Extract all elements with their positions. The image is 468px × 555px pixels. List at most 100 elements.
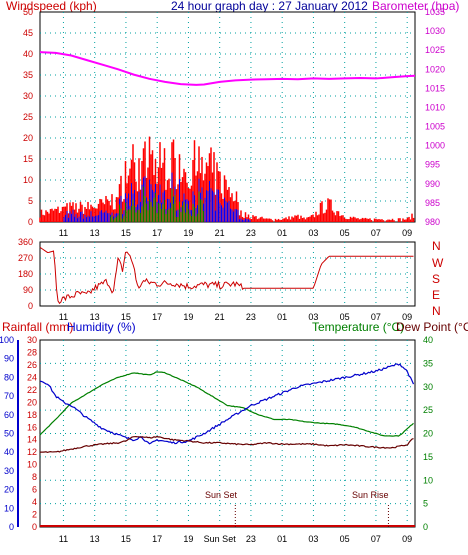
compass-w: W [432, 256, 444, 270]
dewpoint-label: Dew Point (°C) [396, 320, 468, 334]
direction-xtick-label: 05 [340, 312, 350, 322]
temp-ytick-label: 10 [423, 475, 433, 485]
temperature-label: Temperature (°C) [312, 320, 404, 334]
temp-ytick-label: 5 [423, 499, 428, 509]
direction-line [39, 246, 414, 305]
wind-xtick-label: 17 [152, 228, 162, 238]
humidity-ytick-label: 14 [27, 435, 37, 445]
direction-panel-frame [39, 241, 416, 307]
barometer-ytick-label: 1030 [425, 26, 445, 36]
wind-xtick-label: 07 [371, 228, 381, 238]
series-humidity-line [39, 363, 415, 445]
direction-ytick-label: 360 [18, 237, 33, 247]
temp-ytick-label: 30 [423, 382, 433, 392]
wind-ytick-label: 30 [23, 91, 33, 101]
wind-xtick-label: 09 [402, 228, 412, 238]
humidity-ytick-label: 22 [27, 385, 37, 395]
wind-xtick-label: 23 [246, 228, 256, 238]
direction-xtick-label: 11 [59, 312, 68, 322]
rain-ytick-label: 90 [4, 354, 14, 364]
series-dew-point-line [39, 435, 414, 454]
rain-ytick-label: 60 [4, 410, 14, 420]
rain-ytick-label: 70 [4, 391, 14, 401]
wind-xtick-label: 19 [183, 228, 193, 238]
direction-xtick-label: 19 [183, 312, 193, 322]
temp-xtick-label: 19 [183, 534, 193, 544]
temp-xtick-label: 17 [152, 534, 162, 544]
temp-xtick-label: 15 [121, 534, 131, 544]
temp-xtick-label: 13 [90, 534, 100, 544]
wind-xtick-label: 21 [215, 228, 225, 238]
humidity-ytick-label: 28 [27, 347, 37, 357]
barometer-ytick-label: 1005 [425, 122, 445, 132]
barometer-ytick-label: 995 [425, 160, 440, 170]
temp-ytick-label: 15 [423, 452, 433, 462]
compass-s: S [432, 272, 440, 286]
wind-xtick-label: 13 [90, 228, 100, 238]
wind-ytick-label: 15 [23, 154, 33, 164]
direction-xtick-label: 03 [308, 312, 318, 322]
rain-ytick-label: 100 [0, 335, 14, 345]
barometer-ytick-label: 985 [425, 198, 440, 208]
barometer-ytick-label: 1015 [425, 83, 445, 93]
sunrise-annotation: Sun Rise [352, 490, 389, 500]
barometer-ytick-label: 1010 [425, 102, 445, 112]
direction-ytick-label: 270 [18, 253, 33, 263]
barometer-ytick-label: 1000 [425, 141, 445, 151]
temp-ytick-label: 20 [423, 429, 433, 439]
rain-ytick-label: 10 [4, 503, 14, 513]
wind-xtick-label: 15 [121, 228, 131, 238]
barometer-ytick-label: 1020 [425, 64, 445, 74]
barometer-ytick-label: 990 [425, 179, 440, 189]
temp-ytick-label: 35 [423, 358, 433, 368]
humidity-label: Humidity (%) [67, 320, 136, 334]
direction-xtick-label: 09 [402, 312, 412, 322]
wind-ytick-label: 50 [23, 7, 33, 17]
temp-xtick-label: 11 [59, 534, 68, 544]
compass-n-top: N [432, 239, 441, 253]
compass-n-bottom: N [432, 304, 441, 318]
direction-ytick-label: 90 [23, 285, 33, 295]
direction-xtick-label: 07 [371, 312, 381, 322]
temp-xtick-label: 03 [308, 534, 318, 544]
rainfall-label: Rainfall (mm) [2, 320, 73, 334]
wind-ytick-label: 20 [23, 133, 33, 143]
humidity-ytick-label: 8 [32, 472, 37, 482]
rain-ytick-label: 50 [4, 429, 14, 439]
rain-ytick-label: 40 [4, 447, 14, 457]
direction-xtick-label: 13 [90, 312, 100, 322]
compass-e: E [432, 288, 440, 302]
temp-ytick-label: 25 [423, 405, 433, 415]
rain-ytick-label: 0 [9, 522, 14, 532]
direction-xtick-label: 01 [277, 312, 287, 322]
wind-xtick-label: 05 [340, 228, 350, 238]
temp-xtick-label: 09 [402, 534, 412, 544]
page-title: 24 hour graph day : 27 January 2012 [171, 0, 368, 13]
temp-xtick-label: Sun Set [204, 534, 237, 544]
direction-xtick-label: 15 [121, 312, 131, 322]
rain-ytick-label: 80 [4, 372, 14, 382]
temp-xtick-label: 05 [340, 534, 350, 544]
humidity-ytick-label: 16 [27, 422, 37, 432]
barometer-ytick-label: 1025 [425, 45, 445, 55]
humidity-ytick-label: 0 [32, 522, 37, 532]
direction-xtick-label: 21 [215, 312, 225, 322]
wind-ytick-label: 35 [23, 70, 33, 80]
barometer-line [39, 51, 416, 86]
direction-ytick-label: 180 [18, 269, 33, 279]
humidity-ytick-label: 24 [27, 372, 37, 382]
humidity-ytick-label: 18 [27, 410, 37, 420]
wind-ytick-label: 10 [23, 175, 33, 185]
windspeed-label: Windspeed (kph) [6, 0, 97, 13]
humidity-ytick-label: 30 [27, 335, 37, 345]
wind-ytick-label: 0 [28, 217, 33, 227]
wind-xtick-label: 11 [59, 228, 68, 238]
humidity-ytick-label: 10 [27, 460, 37, 470]
humidity-ytick-label: 2 [32, 510, 37, 520]
direction-xtick-label: 23 [246, 312, 256, 322]
barometer-ytick-label: 1035 [425, 7, 445, 17]
humidity-ytick-label: 20 [27, 397, 37, 407]
temp-xtick-label: 23 [246, 534, 256, 544]
direction-ytick-label: 0 [28, 301, 33, 311]
